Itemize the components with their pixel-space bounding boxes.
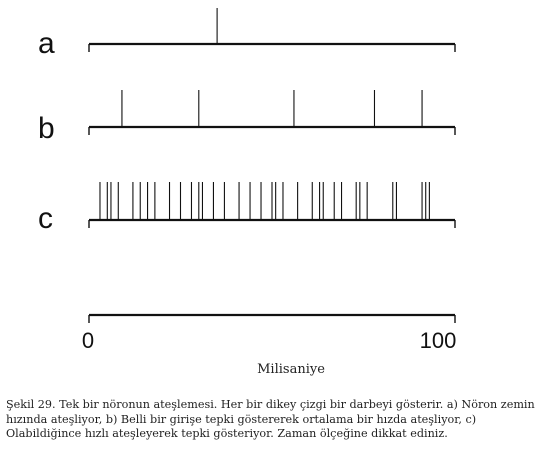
row-label-c: c — [38, 202, 53, 235]
spike-row-c: c — [38, 182, 456, 235]
spike-row-b: b — [38, 90, 456, 145]
spike-row-a: a — [38, 8, 456, 60]
row-label-a: a — [38, 27, 55, 60]
row-label-b: b — [38, 112, 55, 145]
time-axis: 0 100 Milisaniye — [82, 313, 457, 377]
axis-tick-label-100: 100 — [420, 328, 457, 353]
axis-tick-label-0: 0 — [82, 328, 94, 353]
axis-unit-label: Milisaniye — [257, 362, 325, 377]
spike-rows: a b c — [38, 8, 456, 235]
figure-caption: Şekil 29. Tek bir nöronun ateşlemesi. He… — [6, 398, 535, 440]
